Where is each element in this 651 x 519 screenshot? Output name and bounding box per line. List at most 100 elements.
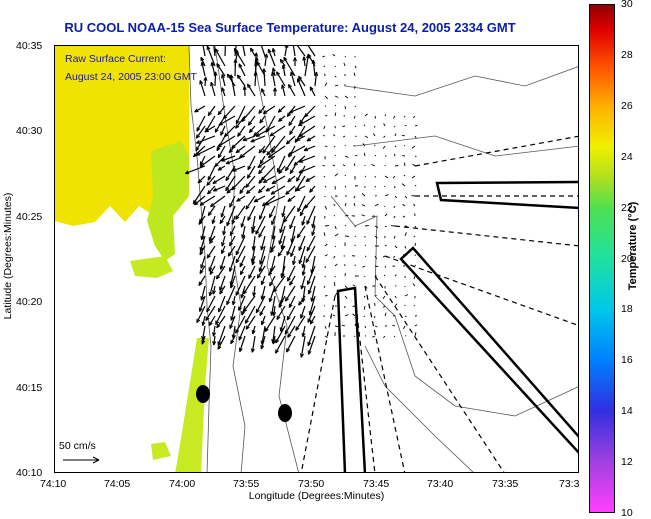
current-vector bbox=[385, 114, 386, 116]
current-note-line2: August 24, 2005 23:00 GMT bbox=[65, 71, 197, 83]
current-vector bbox=[197, 116, 205, 131]
current-vector bbox=[286, 136, 295, 144]
current-vector bbox=[385, 226, 387, 227]
current-vector bbox=[209, 316, 215, 326]
current-vector bbox=[374, 126, 375, 128]
current-vector bbox=[353, 314, 355, 316]
current-vector bbox=[333, 135, 335, 136]
current-vector bbox=[413, 116, 415, 118]
current-vector bbox=[274, 276, 285, 292]
current-vector bbox=[325, 336, 327, 338]
current-vector bbox=[365, 225, 369, 226]
current-vector bbox=[365, 245, 366, 246]
current-vector bbox=[405, 294, 408, 296]
current-vector bbox=[364, 306, 365, 310]
current-vector bbox=[415, 265, 416, 266]
current-vector bbox=[299, 166, 315, 173]
current-vector bbox=[335, 66, 336, 67]
current-vector bbox=[269, 206, 275, 218]
x-tick: 73:55 bbox=[233, 478, 259, 490]
current-vector bbox=[236, 236, 245, 255]
current-vector bbox=[394, 126, 395, 127]
current-vector bbox=[289, 296, 295, 308]
current-vector bbox=[232, 136, 245, 148]
current-vector bbox=[384, 123, 385, 126]
current-vector bbox=[364, 153, 365, 156]
current-vector bbox=[308, 266, 315, 285]
current-vector bbox=[334, 146, 335, 147]
current-vector bbox=[335, 105, 336, 106]
y-tick: 40:10 bbox=[16, 467, 42, 479]
colorbar-tick: 26 bbox=[621, 100, 633, 112]
current-vector bbox=[200, 196, 215, 205]
current-vector bbox=[404, 116, 405, 117]
current-vector bbox=[415, 325, 417, 326]
current-vector bbox=[362, 193, 365, 196]
current-vector bbox=[247, 84, 255, 96]
current-vector bbox=[415, 136, 416, 138]
current-vector bbox=[405, 316, 407, 317]
current-vector bbox=[335, 174, 338, 176]
current-vector bbox=[235, 59, 236, 76]
current-vector bbox=[371, 164, 375, 166]
current-vector bbox=[335, 234, 338, 236]
current-vector bbox=[412, 176, 415, 178]
current-vector bbox=[353, 285, 355, 286]
current-vector bbox=[325, 254, 328, 256]
current-vector bbox=[325, 146, 327, 147]
current-vector bbox=[362, 205, 365, 206]
current-vector bbox=[365, 114, 368, 116]
current-vector bbox=[325, 186, 326, 187]
current-vector bbox=[305, 106, 315, 117]
current-vector bbox=[355, 155, 357, 156]
current-vector bbox=[208, 106, 215, 116]
current-vector bbox=[354, 163, 355, 166]
current-vector bbox=[373, 134, 375, 136]
current-vector bbox=[385, 266, 386, 268]
current-vector bbox=[335, 293, 337, 296]
current-vector bbox=[287, 336, 295, 352]
current-vector bbox=[325, 326, 326, 329]
current-vectors bbox=[185, 46, 417, 357]
x-tick: 74:05 bbox=[104, 478, 130, 490]
current-vector bbox=[325, 115, 327, 116]
current-vector bbox=[384, 186, 385, 187]
current-vector bbox=[230, 196, 235, 207]
current-vector bbox=[284, 57, 295, 76]
x-tick: 74:10 bbox=[40, 478, 66, 490]
current-vector bbox=[384, 136, 385, 137]
colorbar-tick: 28 bbox=[621, 49, 633, 61]
current-vector bbox=[237, 75, 245, 86]
current-vector bbox=[365, 326, 366, 328]
current-vector bbox=[345, 56, 346, 57]
current-vector bbox=[385, 176, 388, 178]
current-vector bbox=[395, 196, 397, 198]
current-vector bbox=[209, 256, 215, 271]
current-vector bbox=[405, 246, 406, 249]
current-vector bbox=[415, 125, 417, 126]
colorbar-tick: 10 bbox=[621, 507, 633, 519]
current-vector bbox=[354, 196, 355, 198]
current-vector bbox=[195, 106, 205, 112]
scale-arrow bbox=[63, 457, 99, 463]
current-note-line1: Raw Surface Current: bbox=[65, 53, 166, 65]
current-vector bbox=[355, 66, 356, 68]
bathymetry-contours bbox=[189, 46, 579, 473]
current-vector bbox=[345, 203, 346, 206]
mooring-marker bbox=[196, 385, 210, 403]
current-vector bbox=[375, 204, 378, 206]
current-vector bbox=[375, 186, 376, 187]
current-vector bbox=[395, 134, 396, 136]
current-vector bbox=[345, 296, 347, 299]
current-vector bbox=[289, 84, 295, 96]
current-vector bbox=[242, 46, 245, 56]
current-vector bbox=[265, 196, 285, 205]
current-vector bbox=[256, 296, 265, 313]
x-tick: 73:3 bbox=[559, 478, 579, 490]
current-vector bbox=[342, 126, 345, 127]
current-vector bbox=[305, 196, 315, 208]
current-vector bbox=[199, 276, 205, 286]
current-vector bbox=[345, 314, 348, 316]
coast-strip bbox=[175, 338, 209, 473]
current-vector bbox=[230, 236, 235, 246]
